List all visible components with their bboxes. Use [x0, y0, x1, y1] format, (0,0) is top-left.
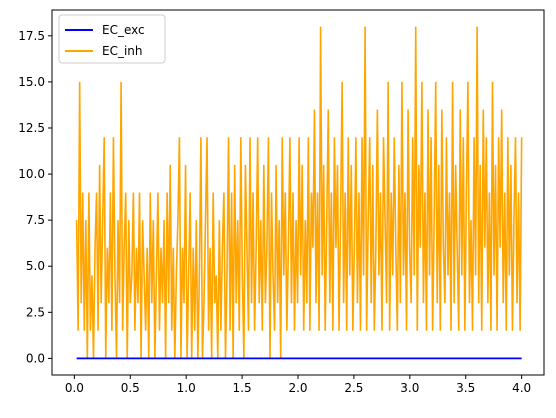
x-tick-label: 2.5 [344, 381, 363, 395]
y-tick-label: 12.5 [18, 121, 45, 135]
legend: EC_exc EC_inh [58, 14, 166, 64]
x-tick-label: 0.5 [121, 381, 140, 395]
x-tick-label: 1.5 [233, 381, 252, 395]
y-tick-label: 15.0 [18, 75, 45, 89]
series-layer [75, 26, 523, 360]
x-tick-label: 3.0 [400, 381, 419, 395]
y-tick-label: 10.0 [18, 167, 45, 181]
y-tick-label: 17.5 [18, 29, 45, 43]
y-tick-label: 5.0 [26, 259, 45, 273]
legend-label: EC_inh [102, 44, 143, 58]
y-tick-label: 0.0 [26, 351, 45, 365]
x-tick-label: 4.0 [512, 381, 531, 395]
y-axis: 0.0 2.5 5.0 7.5 10.0 12.5 15.0 17.5 [18, 29, 52, 365]
legend-label: EC_exc [102, 23, 145, 37]
y-tick-label: 2.5 [26, 305, 45, 319]
x-tick-label: 3.5 [456, 381, 475, 395]
y-tick-label: 7.5 [26, 213, 45, 227]
x-tick-label: 1.0 [177, 381, 196, 395]
x-axis: 0.0 0.5 1.0 1.5 2.0 2.5 3.0 3.5 4.0 [65, 375, 531, 395]
series-line-ec-inh [75, 26, 523, 359]
x-tick-label: 2.0 [288, 381, 307, 395]
x-tick-label: 0.0 [65, 381, 84, 395]
